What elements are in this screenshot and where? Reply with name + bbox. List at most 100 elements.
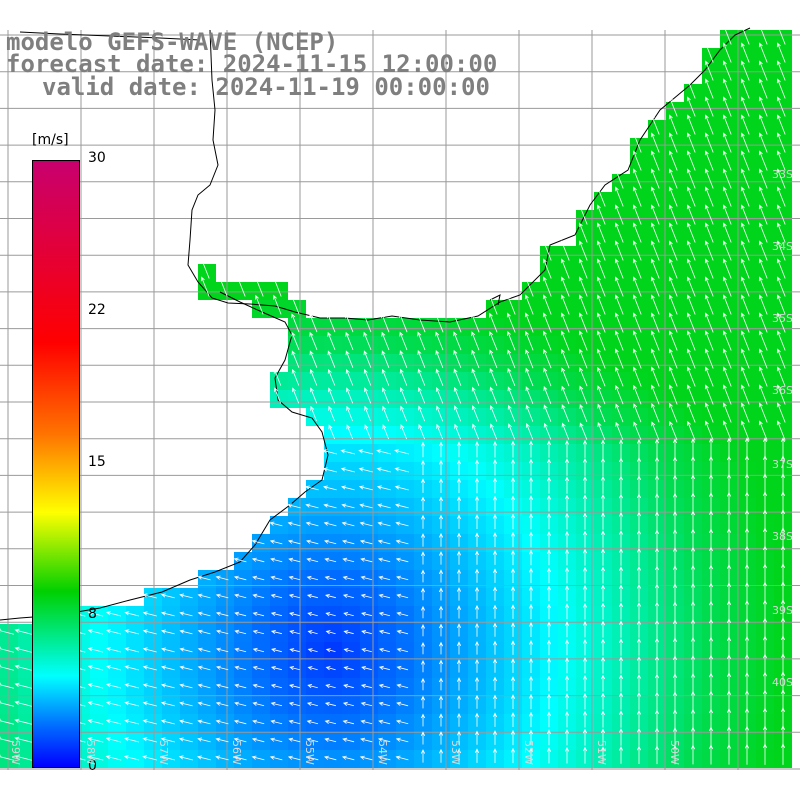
wind-arrow [306, 557, 319, 563]
wind-arrow [378, 701, 391, 707]
wind-arrow [560, 276, 570, 297]
wind-arrow [124, 629, 139, 635]
wind-arrow [377, 503, 391, 509]
wind-arrow [578, 276, 588, 297]
wind-arrow [438, 459, 444, 476]
wind-arrow [342, 719, 355, 725]
wind-arrow [744, 725, 750, 747]
wind-arrow [686, 276, 696, 297]
forecast-date: forecast date: 2024-11-15 12:00:00 [6, 50, 498, 78]
wind-arrow [633, 384, 642, 405]
wind-arrow [600, 493, 606, 512]
wind-arrow [396, 719, 409, 725]
wind-arrow [474, 658, 480, 673]
wind-arrow [474, 640, 480, 655]
wind-arrow [722, 168, 732, 189]
wind-arrow [690, 672, 696, 693]
wind-arrow [636, 565, 642, 584]
wind-arrow [726, 690, 732, 711]
wind-arrow [686, 114, 696, 135]
wind-arrow [142, 719, 157, 725]
wind-arrow [672, 456, 678, 477]
wind-arrow [346, 424, 353, 440]
wind-arrow [456, 695, 462, 709]
wind-arrow [722, 204, 732, 225]
valid-date: valid date: 2024-11-19 00:00:00 [42, 73, 490, 101]
wind-arrow [582, 602, 588, 620]
wind-arrow [510, 729, 516, 746]
wind-arrow [420, 587, 426, 601]
wind-arrow [722, 114, 732, 135]
wind-arrow [288, 737, 301, 743]
wind-arrow [722, 96, 732, 117]
wind-arrow [161, 647, 175, 653]
wind-arrow [726, 509, 732, 531]
wind-arrow [654, 511, 660, 531]
wind-arrow [438, 659, 444, 673]
wind-arrow [179, 593, 193, 599]
wind-arrow [578, 312, 588, 333]
wind-arrow [582, 656, 588, 674]
wind-arrow [618, 638, 624, 656]
wind-arrow [510, 568, 516, 583]
wind-arrow [360, 575, 373, 581]
wind-arrow [704, 276, 714, 297]
wind-arrow [309, 331, 318, 351]
wind-arrow [160, 737, 175, 743]
wind-arrow [686, 222, 696, 243]
wind-arrow [650, 366, 660, 387]
wind-arrow [632, 276, 642, 297]
wind-arrow [636, 438, 642, 459]
wind-arrow [582, 439, 588, 458]
wind-arrow [251, 755, 265, 761]
wind-arrow [776, 150, 786, 171]
wind-arrow [776, 132, 786, 153]
wind-arrow [686, 204, 696, 225]
wind-arrow [438, 496, 444, 511]
wind-arrow [600, 512, 606, 530]
wind-arrow [654, 691, 660, 710]
wind-speed-field [0, 30, 792, 768]
wind-arrow [758, 78, 768, 99]
wind-arrow [340, 467, 355, 473]
wind-arrow [307, 648, 318, 653]
wind-arrow [420, 659, 426, 673]
wind-arrow [560, 258, 570, 279]
wind-arrow [0, 664, 14, 671]
wind-arrow [528, 531, 534, 548]
wind-arrow [618, 710, 624, 728]
wind-arrow [546, 747, 552, 764]
wind-arrow [438, 731, 444, 745]
wind-arrow [597, 403, 606, 423]
wind-arrow [650, 384, 660, 405]
wind-arrow [600, 746, 606, 764]
wind-arrow [632, 186, 642, 207]
wind-arrow [776, 240, 786, 261]
wind-arrow [762, 707, 768, 729]
wind-arrow [686, 168, 696, 189]
wind-arrow [310, 405, 317, 422]
wind-arrow [615, 366, 624, 387]
wind-arrow [740, 420, 750, 441]
wind-arrow [686, 348, 696, 369]
wind-arrow [690, 726, 696, 747]
wind-arrow [254, 276, 264, 297]
wind-arrow [420, 441, 426, 458]
wind-arrow [582, 620, 588, 638]
wind-arrow [233, 557, 247, 563]
wind-arrow [758, 96, 768, 117]
wind-arrow [578, 258, 588, 279]
wind-arrow [672, 601, 678, 621]
wind-arrow [381, 313, 390, 333]
wind-arrow [762, 671, 768, 693]
wind-arrow [633, 403, 642, 423]
wind-arrow [417, 331, 426, 351]
wind-arrow [361, 612, 372, 617]
wind-arrow [304, 485, 319, 491]
wind-arrow [234, 647, 247, 653]
wind-arrow [215, 683, 229, 689]
wind-arrow [618, 493, 624, 512]
wind-arrow [14, 628, 32, 635]
wind-arrow [420, 551, 426, 565]
wind-arrow [252, 575, 265, 581]
